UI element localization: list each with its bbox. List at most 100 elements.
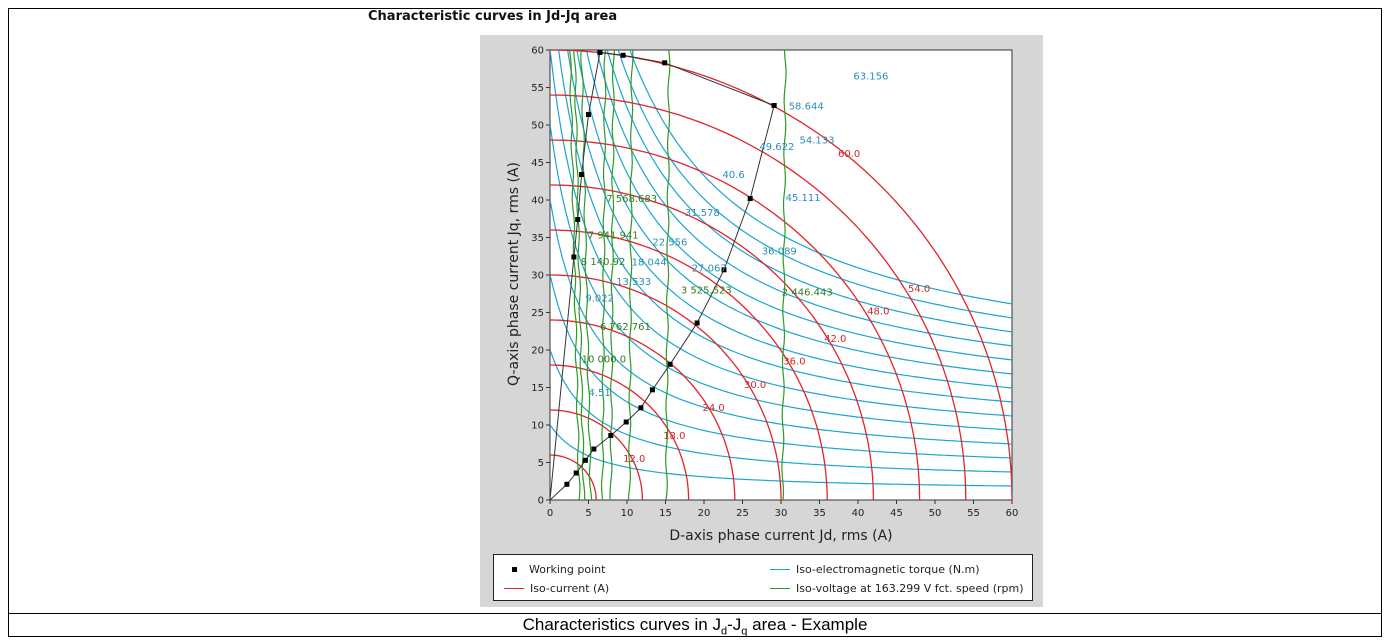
iso-torque-label: 22.556 — [652, 237, 687, 248]
working-point-marker — [579, 172, 585, 177]
iso-current-curve — [550, 229, 828, 500]
caption-tail: area - Example — [747, 615, 868, 634]
iso-torque-curve — [550, 274, 1012, 459]
iso-torque-label: 31.578 — [685, 208, 720, 219]
x-tick-label: 5 — [585, 508, 591, 519]
y-tick-label: 55 — [531, 83, 544, 94]
iso-torque-label: 13.533 — [616, 277, 651, 288]
legend-iso-voltage: Iso-voltage at 163.299 V fct. speed (rpm… — [760, 580, 1024, 596]
working-point-curves — [550, 50, 777, 500]
iso-current-curve — [550, 139, 921, 500]
y-tick-label: 20 — [531, 346, 544, 357]
x-tick-label: 50 — [929, 508, 942, 519]
iso-voltage-label: 10 000.0 — [582, 354, 627, 365]
iso-voltage-line-icon — [770, 587, 790, 589]
iso-voltage-label: 7 941.941 — [588, 231, 639, 242]
working-point-marker — [638, 405, 644, 411]
iso-current-label: 18.0 — [663, 431, 685, 442]
working-point-marker — [747, 196, 753, 201]
iso-torque-line-icon — [770, 568, 790, 570]
iso-torque-label: 58.644 — [789, 102, 824, 113]
iso-torque-label: 27.067 — [692, 264, 727, 275]
x-tick-label: 40 — [852, 508, 865, 519]
iso-torque-curve — [595, 50, 1012, 347]
y-tick-label: 35 — [531, 233, 544, 244]
x-tick-label: 35 — [813, 508, 826, 519]
x-tick-label: 10 — [621, 508, 634, 519]
iso-voltage-curve — [600, 50, 607, 500]
iso-voltage-curve — [573, 50, 586, 500]
iso-torque-label: 49.622 — [759, 142, 794, 153]
iso-current-label: 36.0 — [783, 357, 805, 368]
working-point-marker — [623, 419, 629, 425]
caption-sub-q: q — [741, 625, 748, 638]
iso-voltage-label: 2 446.443 — [782, 288, 833, 299]
chart-legend: Working point Iso-current (A) Iso-electr… — [493, 554, 1033, 601]
iso-torque-label: 63.156 — [853, 72, 888, 83]
iso-voltage-curve — [665, 50, 671, 500]
iso-torque-curve — [550, 424, 1012, 487]
x-tick-label: 45 — [890, 508, 903, 519]
working-point-marker — [591, 446, 597, 452]
iso-current-curve — [550, 409, 644, 500]
y-tick-label: 45 — [531, 158, 544, 169]
iso-torque-label: 9.022 — [585, 294, 614, 305]
iso-voltage-curve — [568, 50, 581, 500]
caption-text: Characteristics curves in J — [522, 615, 721, 634]
caption-sub-d: d — [720, 625, 728, 638]
iso-torque-label: 18.044 — [632, 258, 667, 269]
working-point-marker — [597, 50, 603, 55]
y-tick-label: 15 — [531, 383, 544, 394]
iso-torque-curve — [576, 50, 1012, 375]
working-point-marker — [608, 433, 614, 438]
y-tick-label: 30 — [531, 271, 544, 282]
iso-torque-curve — [585, 50, 1012, 361]
legend-working-point: Working point — [494, 561, 605, 577]
iso-current-label: 12.0 — [623, 454, 645, 465]
iso-current-label: 48.0 — [867, 306, 889, 317]
working-point-marker — [575, 217, 581, 222]
x-tick-label: 55 — [967, 508, 980, 519]
iso-current-curve — [550, 94, 967, 500]
axes: 0 5 10 15 20 25 30 35 40 45 50 55 60 0 5 10 15 20 25 30 35 40… — [531, 46, 1018, 520]
working-point-marker — [721, 267, 727, 273]
iso-current-label: 30.0 — [744, 380, 766, 391]
iso-voltage-curve — [627, 50, 634, 500]
iso-torque-label: 40.6 — [723, 170, 745, 181]
iso-torque-curve — [550, 349, 1012, 473]
working-point-marker-icon — [512, 566, 517, 572]
x-tick-label: 25 — [736, 508, 749, 519]
iso-voltage-curves — [568, 50, 787, 500]
working-point-marker — [662, 60, 668, 66]
iso-voltage-label: 7 568.683 — [606, 194, 657, 205]
x-tick-label: 30 — [775, 508, 788, 519]
y-axis-title: Q-axis phase current Jq, rms (A) — [506, 162, 522, 386]
iso-current-label: 60.0 — [838, 149, 860, 160]
y-tick-label: 10 — [531, 421, 544, 432]
iso-current-label: 42.0 — [824, 334, 846, 345]
iso-torque-curve — [629, 50, 1012, 305]
iso-current-curve — [550, 184, 875, 500]
legend-iso-voltage-label: Iso-voltage at 163.299 V fct. speed (rpm… — [796, 581, 1024, 595]
legend-working-point-label: Working point — [529, 562, 606, 576]
iso-torque-curve — [558, 50, 1012, 403]
iso-torque-curve — [550, 50, 1012, 417]
iso-current-curve — [550, 319, 736, 500]
iso-torque-curve — [617, 50, 1012, 319]
iso-torque-curve — [566, 50, 1012, 389]
working-point-marker — [564, 481, 570, 487]
working-point-marker — [586, 112, 591, 117]
working-point-marker — [620, 52, 626, 58]
working-point-marker — [694, 320, 700, 326]
iso-torque-curve — [550, 199, 1012, 445]
iso-torque-label: 4.51 — [589, 388, 611, 399]
working-point-marker — [771, 103, 777, 108]
iso-torque-label: 36.089 — [762, 246, 797, 257]
x-tick-label: 0 — [547, 508, 553, 519]
iso-voltage-curve — [609, 50, 616, 500]
iso-voltage-curve — [580, 50, 593, 500]
legend-iso-torque: Iso-electromagnetic torque (N.m) — [760, 561, 980, 577]
working-point-marker — [667, 361, 673, 367]
